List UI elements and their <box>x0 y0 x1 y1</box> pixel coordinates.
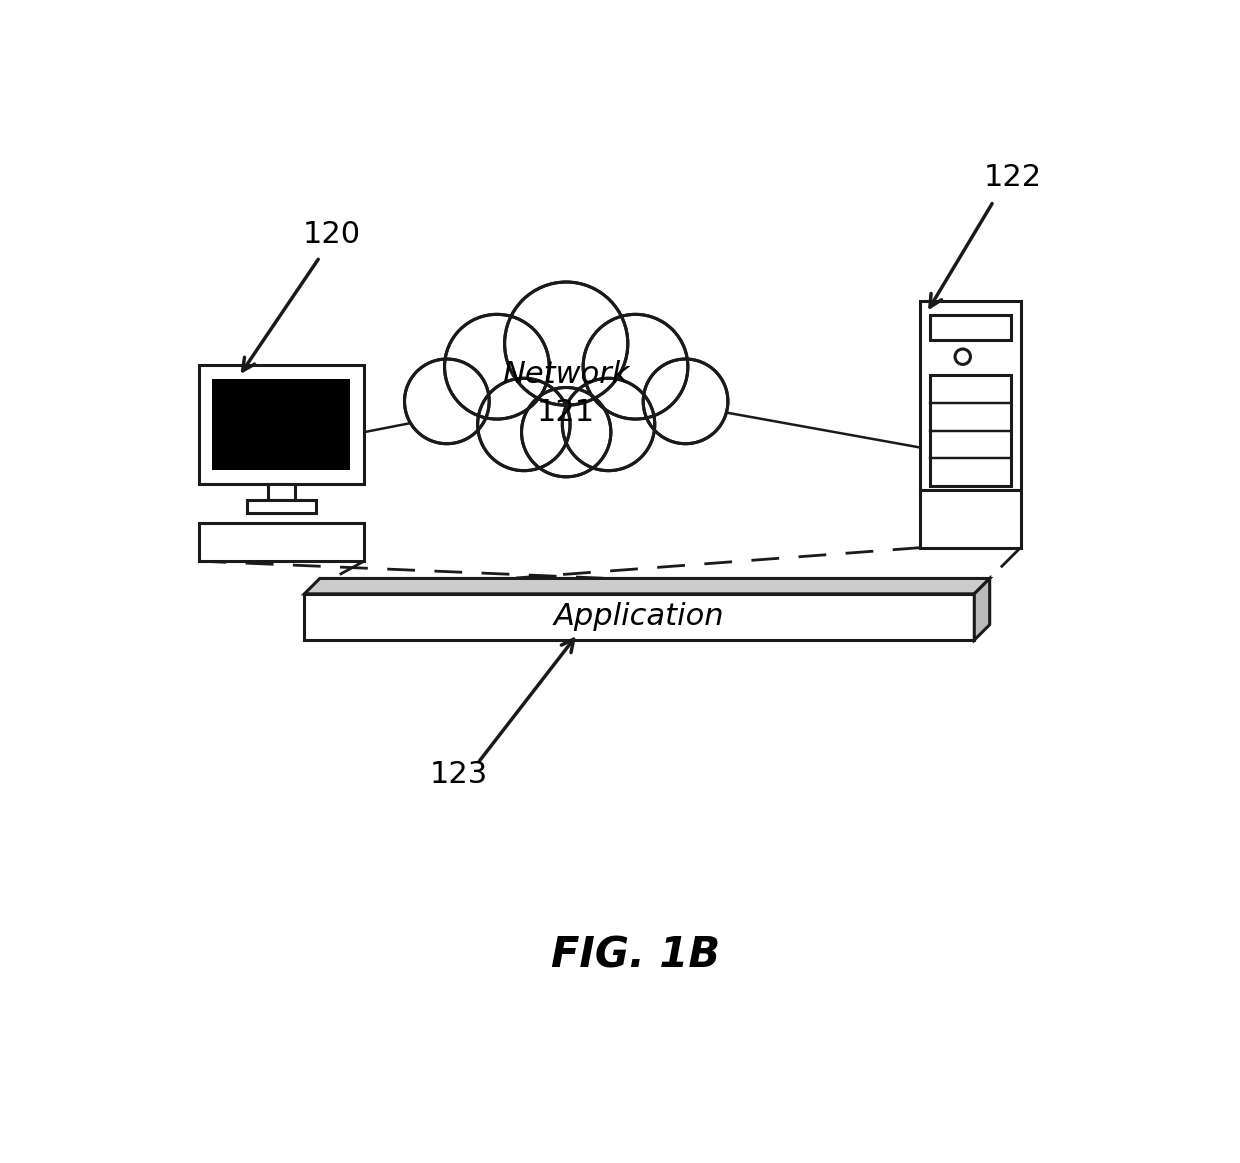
Circle shape <box>404 359 490 444</box>
Text: 121: 121 <box>537 399 595 428</box>
Circle shape <box>563 378 655 471</box>
Text: 122: 122 <box>983 163 1042 192</box>
Bar <box>198 522 365 561</box>
Text: 123: 123 <box>429 759 487 789</box>
Polygon shape <box>975 578 990 640</box>
Bar <box>247 500 316 513</box>
Bar <box>930 315 1012 340</box>
Text: FIG. 1B: FIG. 1B <box>551 935 720 977</box>
Bar <box>930 376 1012 486</box>
Circle shape <box>644 359 728 444</box>
Circle shape <box>522 387 611 477</box>
Polygon shape <box>304 594 975 640</box>
Bar <box>198 365 365 484</box>
Circle shape <box>505 281 627 405</box>
Text: Network: Network <box>502 359 630 388</box>
Polygon shape <box>304 578 990 594</box>
Circle shape <box>477 378 570 471</box>
Circle shape <box>583 314 688 419</box>
Bar <box>212 379 350 470</box>
Bar <box>920 301 1021 548</box>
Text: Application: Application <box>554 602 724 632</box>
Text: 120: 120 <box>303 220 361 249</box>
Polygon shape <box>428 316 704 433</box>
Circle shape <box>444 314 549 419</box>
Circle shape <box>955 349 971 364</box>
Bar <box>268 484 295 500</box>
